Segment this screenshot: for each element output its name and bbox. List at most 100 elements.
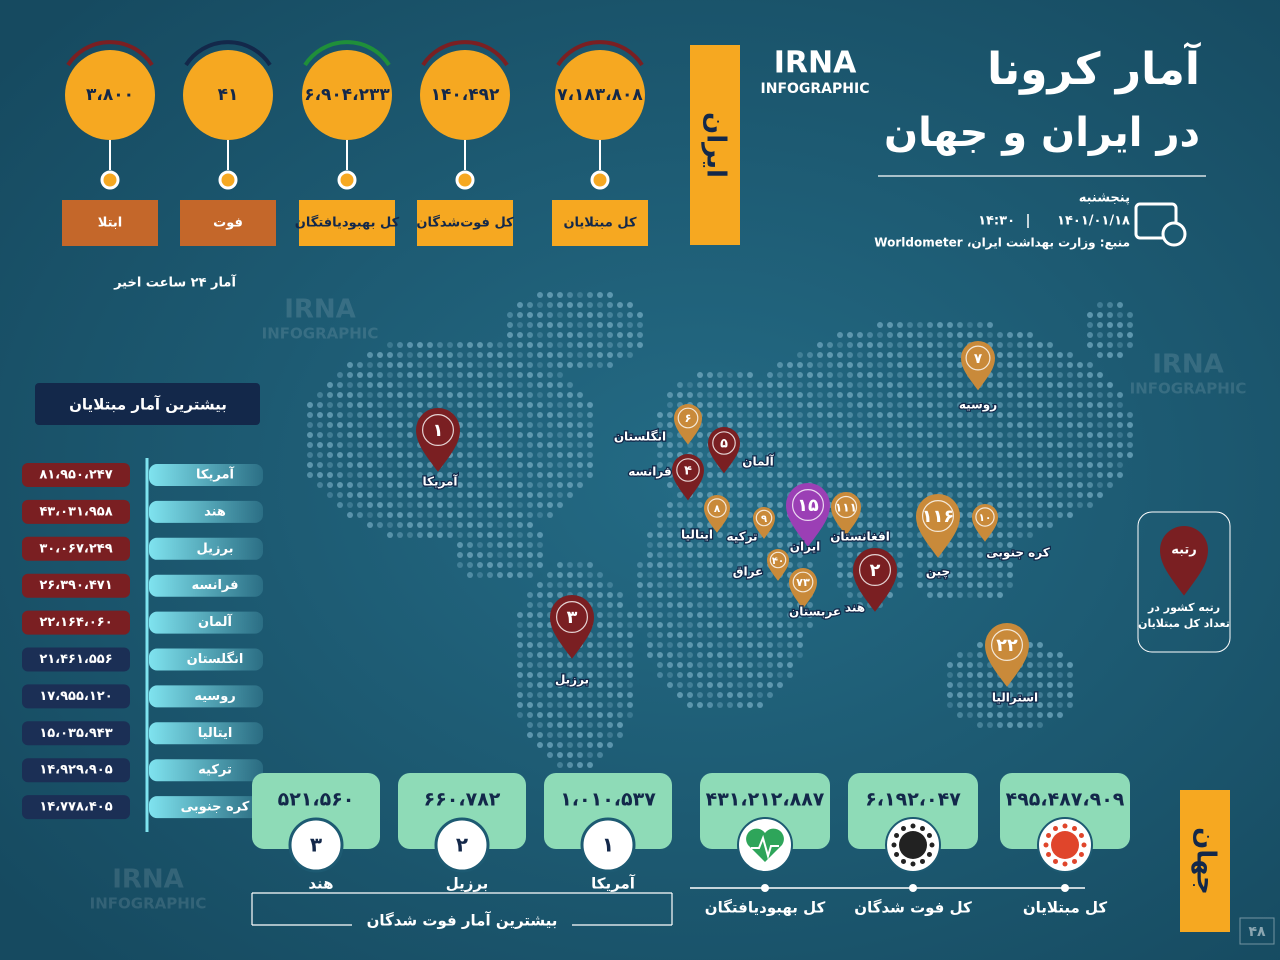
- watermark-logo: IRNA: [284, 295, 356, 325]
- map-dot: [1077, 502, 1083, 508]
- map-dot: [727, 672, 733, 678]
- map-dot: [787, 472, 793, 478]
- map-pin-country: کره جنوبی: [986, 546, 1049, 561]
- map-dot: [977, 542, 983, 548]
- map-dot: [1037, 522, 1043, 528]
- date: ۱۴۰۱/۰۱/۱۸: [1057, 214, 1130, 229]
- map-dot: [657, 632, 663, 638]
- map-dot: [1037, 662, 1043, 668]
- map-dot: [537, 712, 543, 718]
- map-dot: [717, 642, 723, 648]
- map-pin-ring: [769, 551, 787, 569]
- infected-value: ۲۲،۱۶۴،۰۶۰: [39, 615, 112, 630]
- map-dot: [537, 702, 543, 708]
- map-dot: [957, 672, 963, 678]
- map-dot: [487, 522, 493, 528]
- map-dot: [307, 462, 313, 468]
- map-dot: [807, 392, 813, 398]
- map-dot: [517, 372, 523, 378]
- stat-value: ۱۴۰،۴۹۲: [431, 85, 500, 105]
- map-dot: [1057, 432, 1063, 438]
- map-dot: [947, 342, 953, 348]
- map-dot: [527, 332, 533, 338]
- map-dot: [457, 442, 463, 448]
- map-dot: [787, 432, 793, 438]
- map-dot: [307, 452, 313, 458]
- map-dot: [727, 422, 733, 428]
- map-pin-rank: ۲: [870, 561, 881, 581]
- map-dot: [437, 382, 443, 388]
- map-dot: [1057, 452, 1063, 458]
- map-dot: [1087, 332, 1093, 338]
- map-dot: [477, 352, 483, 358]
- map-dot: [697, 512, 703, 518]
- map-dot: [517, 362, 523, 368]
- map-dot: [497, 502, 503, 508]
- map-dot: [597, 652, 603, 658]
- map-pin-ring: [858, 553, 891, 586]
- map-dot: [867, 352, 873, 358]
- pulse-icon: [751, 834, 779, 860]
- map-dot: [707, 402, 713, 408]
- map-dot: [897, 402, 903, 408]
- watermark-logo: IRNA: [112, 865, 184, 895]
- map-dot: [747, 522, 753, 528]
- map-dot: [317, 482, 323, 488]
- map-dot: [1037, 392, 1043, 398]
- map-dot: [477, 432, 483, 438]
- map-dot: [617, 622, 623, 628]
- map-dot: [557, 472, 563, 478]
- map-dot: [307, 432, 313, 438]
- map-dot: [677, 652, 683, 658]
- map-dot: [877, 332, 883, 338]
- map-dot: [667, 652, 673, 658]
- map-dot: [827, 432, 833, 438]
- map-dot: [1057, 392, 1063, 398]
- map-dot: [857, 342, 863, 348]
- map-dot: [677, 442, 683, 448]
- map-dot: [1097, 372, 1103, 378]
- virus-spike: [901, 826, 906, 832]
- map-dot: [367, 352, 373, 358]
- map-dot: [927, 472, 933, 478]
- map-dot: [587, 472, 593, 478]
- map-dot: [997, 502, 1003, 508]
- map-dot: [997, 682, 1003, 688]
- map-dot: [767, 622, 773, 628]
- map-dot: [957, 412, 963, 418]
- map-dot: [997, 692, 1003, 698]
- death-country: برزیل: [446, 875, 489, 893]
- map-dot: [1037, 402, 1043, 408]
- map-dot: [1077, 442, 1083, 448]
- map-dot: [537, 692, 543, 698]
- map-dot: [467, 472, 473, 478]
- map-dot: [807, 412, 813, 418]
- map-dot: [527, 472, 533, 478]
- map-dot: [497, 392, 503, 398]
- map-dot: [617, 702, 623, 708]
- map-dot: [497, 482, 503, 488]
- map-dot: [857, 332, 863, 338]
- map-dot: [727, 482, 733, 488]
- map-dot: [867, 402, 873, 408]
- map-dot: [407, 492, 413, 498]
- map-dot: [627, 312, 633, 318]
- map-dot: [607, 722, 613, 728]
- map-dot: [667, 392, 673, 398]
- map-dot: [907, 412, 913, 418]
- map-dot: [667, 612, 673, 618]
- map-dot: [877, 462, 883, 468]
- map-pin-country: فرانسه: [628, 465, 671, 479]
- map-dot: [407, 502, 413, 508]
- map-dot: [827, 492, 833, 498]
- map-dot: [1117, 352, 1123, 358]
- map-dot: [717, 542, 723, 548]
- map-dot: [547, 512, 553, 518]
- map-dot: [787, 642, 793, 648]
- map-dot: [837, 462, 843, 468]
- map-dot: [717, 402, 723, 408]
- map-dot: [377, 452, 383, 458]
- map-dot: [437, 342, 443, 348]
- infected-country-bar: [149, 685, 263, 708]
- infected-country-bar: [149, 648, 263, 671]
